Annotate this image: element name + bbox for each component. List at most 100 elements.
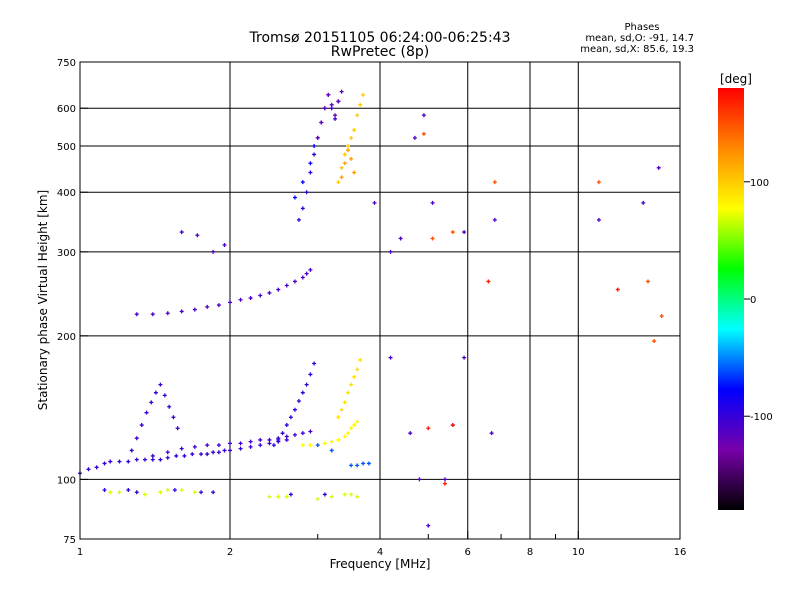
o-mode-point bbox=[228, 441, 232, 446]
o-mode-point bbox=[329, 106, 334, 111]
o-mode-point bbox=[388, 355, 393, 360]
o-mode-point bbox=[192, 307, 197, 312]
x-mode-point bbox=[355, 419, 360, 424]
x-mode-point bbox=[421, 131, 426, 136]
x-mode-point bbox=[267, 494, 272, 499]
o-mode-point bbox=[442, 477, 447, 482]
o-mode-point bbox=[228, 300, 232, 305]
o-mode-point bbox=[139, 423, 144, 428]
o-mode-point bbox=[150, 453, 155, 458]
o-mode-point bbox=[192, 444, 197, 449]
x-mode-point bbox=[352, 423, 357, 428]
o-mode-point bbox=[258, 443, 263, 448]
x-mode-point bbox=[117, 490, 122, 495]
colorbar-tick-label: 100 bbox=[750, 178, 769, 189]
o-mode-point bbox=[150, 312, 155, 317]
o-mode-point bbox=[211, 450, 216, 455]
x-mode-point bbox=[342, 152, 347, 157]
o-mode-point bbox=[102, 488, 107, 493]
o-mode-point bbox=[267, 290, 272, 295]
o-mode-point bbox=[216, 303, 221, 308]
colorbar-label: [deg] bbox=[720, 72, 752, 86]
x-mode-point bbox=[342, 400, 347, 405]
x-mode-point bbox=[361, 92, 366, 97]
x-mode-point bbox=[450, 230, 455, 235]
o-mode-point bbox=[94, 465, 99, 470]
o-mode-point bbox=[195, 233, 200, 238]
x-tick-label: 4 bbox=[377, 547, 383, 558]
o-mode-point bbox=[329, 102, 334, 107]
o-mode-point bbox=[312, 361, 317, 366]
x-mode-point bbox=[349, 382, 354, 387]
o-mode-point bbox=[292, 432, 297, 437]
o-mode-point bbox=[292, 279, 297, 284]
o-mode-point bbox=[205, 443, 210, 448]
o-mode-point bbox=[322, 492, 327, 497]
x-mode-point bbox=[179, 488, 184, 493]
x-mode-point bbox=[652, 339, 657, 344]
x-mode-point bbox=[192, 490, 197, 495]
y-tick-label: 750 bbox=[57, 58, 76, 69]
o-mode-point bbox=[296, 217, 301, 222]
o-mode-point bbox=[165, 311, 170, 316]
chart-subtitle: RwPretec (8p) bbox=[331, 44, 429, 60]
x-mode-point bbox=[352, 374, 357, 379]
o-mode-point bbox=[322, 106, 327, 111]
o-mode-point bbox=[361, 461, 366, 466]
o-mode-point bbox=[228, 448, 232, 453]
o-mode-point bbox=[199, 452, 204, 457]
colorbar-gradient bbox=[718, 88, 744, 510]
o-mode-point bbox=[248, 444, 253, 449]
x-mode-point bbox=[142, 492, 147, 497]
o-mode-point bbox=[144, 410, 149, 415]
o-mode-point bbox=[205, 452, 210, 457]
x-mode-point bbox=[352, 128, 357, 133]
x-mode-point bbox=[345, 148, 350, 153]
o-mode-point bbox=[276, 437, 281, 442]
o-mode-point bbox=[372, 200, 377, 205]
o-mode-point bbox=[102, 461, 107, 466]
o-mode-point bbox=[171, 415, 176, 420]
o-mode-point bbox=[292, 195, 297, 200]
o-mode-point bbox=[304, 382, 309, 387]
x-mode-point bbox=[342, 434, 347, 439]
x-axis: 1 2 4 6 8 10 16 bbox=[77, 531, 686, 558]
o-mode-point bbox=[182, 453, 187, 458]
o-mode-point bbox=[288, 415, 293, 420]
x-mode-point bbox=[349, 135, 354, 140]
o-mode-point bbox=[134, 457, 139, 462]
y-tick-label: 300 bbox=[57, 248, 76, 259]
o-mode-point bbox=[216, 450, 221, 455]
o-mode-point bbox=[308, 267, 313, 272]
o-mode-point bbox=[426, 523, 431, 528]
o-mode-point bbox=[271, 443, 276, 448]
o-mode-point bbox=[126, 488, 131, 493]
y-axis-label: Stationary phase Virtual Height [km] bbox=[36, 190, 50, 410]
o-mode-point bbox=[355, 463, 360, 468]
x-mode-point bbox=[329, 439, 334, 444]
o-mode-point bbox=[238, 441, 243, 446]
x-tick-label: 2 bbox=[227, 547, 233, 558]
x-mode-point bbox=[355, 494, 360, 499]
o-mode-point bbox=[641, 200, 646, 205]
o-mode-point bbox=[162, 393, 167, 398]
o-mode-point bbox=[134, 436, 139, 441]
o-mode-point bbox=[280, 431, 285, 436]
o-mode-point bbox=[258, 437, 263, 442]
o-mode-point bbox=[248, 296, 253, 301]
o-mode-point bbox=[108, 459, 113, 464]
stats-x-line: mean, sd,X: 85.6, 19.3 bbox=[580, 44, 694, 55]
o-mode-point bbox=[288, 492, 293, 497]
x-mode-point bbox=[308, 443, 313, 448]
y-tick-label: 100 bbox=[57, 475, 76, 486]
chart-title: Tromsø 20151105 06:24:00-06:25:43 bbox=[249, 30, 511, 46]
o-mode-point bbox=[421, 113, 426, 118]
stats-o-line: mean, sd,O: -91, 14.7 bbox=[585, 33, 694, 44]
o-mode-point bbox=[596, 217, 601, 222]
o-mode-point bbox=[388, 249, 393, 254]
x-mode-point bbox=[165, 488, 170, 493]
colorbar-tick-label: 0 bbox=[750, 295, 756, 306]
o-mode-point bbox=[296, 399, 301, 404]
o-mode-point bbox=[492, 217, 497, 222]
o-mode-point bbox=[153, 390, 158, 395]
